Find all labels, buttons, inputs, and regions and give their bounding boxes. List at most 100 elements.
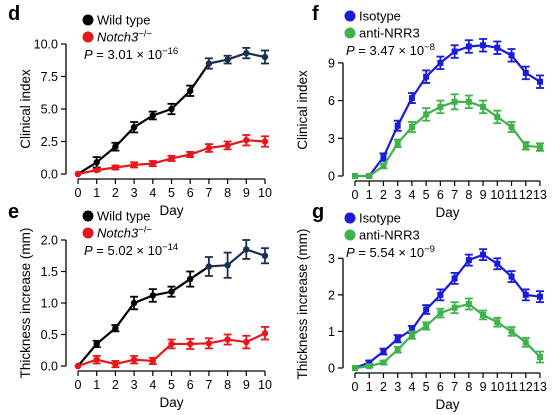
legend-label-text: Notch3 xyxy=(97,30,139,45)
series-line-segment xyxy=(189,62,210,92)
series-line-segment xyxy=(226,248,248,267)
p-value-base: 5.02 xyxy=(108,243,133,258)
data-point xyxy=(149,292,156,299)
data-point xyxy=(394,140,401,147)
y-axis-label: Thickness increase (mm) xyxy=(295,229,310,380)
y-tick-label: 9 xyxy=(328,56,335,70)
data-point xyxy=(480,311,487,318)
p-value-symbol: P xyxy=(346,245,355,260)
legend-label-text: Isotype xyxy=(359,9,401,24)
series-line-segment xyxy=(115,358,135,366)
y-tick-label: 2 xyxy=(328,288,335,302)
y-tick-label: 1 xyxy=(328,325,335,339)
data-point xyxy=(93,166,100,174)
series-line-segment xyxy=(77,161,98,175)
data-point xyxy=(187,340,194,348)
x-tick-label: 12 xyxy=(519,188,533,202)
series-line-segment xyxy=(189,265,210,280)
data-point xyxy=(243,137,250,144)
series-line-segment xyxy=(114,302,135,329)
y-tick-label: 0.0 xyxy=(41,360,58,374)
data-point xyxy=(394,122,401,129)
data-point xyxy=(451,304,458,311)
x-tick-label: 8 xyxy=(465,380,472,394)
data-point xyxy=(465,257,472,264)
data-point xyxy=(187,275,194,283)
p-value: P = 5.02 × 10−14 xyxy=(84,242,178,258)
series-line-segment xyxy=(510,275,527,296)
x-tick-label: 10 xyxy=(258,378,272,392)
data-point xyxy=(168,155,175,162)
x-tick-label: 10 xyxy=(490,188,504,202)
data-point xyxy=(130,356,138,363)
x-tick-label: 11 xyxy=(505,380,518,394)
data-point xyxy=(537,144,543,151)
p-value: P = 3.01 × 10−16 xyxy=(84,46,178,62)
data-point xyxy=(451,275,458,282)
data-point xyxy=(130,299,138,307)
x-tick-label: 13 xyxy=(533,188,547,202)
legend-superscript: −/− xyxy=(138,29,152,40)
x-tick-label: 2 xyxy=(380,380,387,394)
p-value-exponent: −16 xyxy=(162,46,178,57)
panel-letter: f xyxy=(312,3,319,25)
x-tick-label: 2 xyxy=(112,186,119,200)
series-line-segment xyxy=(189,146,210,156)
p-value-times: × 10 xyxy=(395,245,424,260)
data-point xyxy=(112,164,119,171)
data-point xyxy=(366,363,373,370)
x-tick-label: 9 xyxy=(480,380,487,394)
legend-label: Isotype xyxy=(359,9,401,24)
legend-label: anti-NRR3 xyxy=(359,228,420,243)
data-point xyxy=(522,69,529,76)
p-value-base: 3.01 xyxy=(108,47,133,62)
legend-label: Notch3−/− xyxy=(97,29,152,45)
series-line-segment xyxy=(170,278,191,293)
panel-letter: d xyxy=(8,3,20,25)
data-point xyxy=(366,173,373,179)
x-axis-label: Day xyxy=(159,203,183,218)
x-tick-label: 9 xyxy=(480,188,487,202)
legend-marker xyxy=(344,10,356,22)
data-point xyxy=(408,123,415,130)
data-point xyxy=(149,160,156,167)
legend-label: anti-NRR3 xyxy=(359,26,420,41)
p-value-eq: = xyxy=(93,243,108,258)
legend-label-text: Isotype xyxy=(359,211,401,226)
x-tick-label: 9 xyxy=(243,186,250,200)
x-tick-label: 9 xyxy=(243,378,250,392)
p-value-exponent: −8 xyxy=(424,42,435,53)
data-point xyxy=(74,362,82,370)
legend-marker xyxy=(82,31,94,43)
data-point xyxy=(465,43,472,50)
x-tick-label: 2 xyxy=(380,188,387,202)
data-point xyxy=(423,111,430,118)
data-point xyxy=(112,143,119,150)
x-tick-label: 7 xyxy=(451,380,458,394)
data-point xyxy=(74,170,82,178)
data-point xyxy=(352,365,358,371)
data-point xyxy=(508,123,515,130)
data-point xyxy=(508,52,515,59)
series-line-segment xyxy=(133,114,154,129)
data-point xyxy=(366,359,373,366)
data-point xyxy=(537,78,543,85)
data-point xyxy=(408,332,415,339)
data-point xyxy=(423,73,430,80)
data-point xyxy=(423,306,430,313)
x-tick-label: 8 xyxy=(465,188,472,202)
y-tick-label: 7.5 xyxy=(41,70,58,84)
x-tick-label: 3 xyxy=(131,378,138,392)
data-point xyxy=(168,288,175,295)
x-tick-label: 6 xyxy=(437,380,444,394)
x-tick-label: 5 xyxy=(168,186,175,200)
x-tick-label: 7 xyxy=(205,186,212,200)
series-line-segment xyxy=(411,76,428,99)
series-line-segment xyxy=(114,126,135,148)
series-b xyxy=(74,326,269,370)
series-line-segment xyxy=(152,107,172,117)
data-point xyxy=(465,98,472,105)
legend: Isotype anti-NRR3 xyxy=(344,211,420,243)
data-point xyxy=(408,326,415,333)
